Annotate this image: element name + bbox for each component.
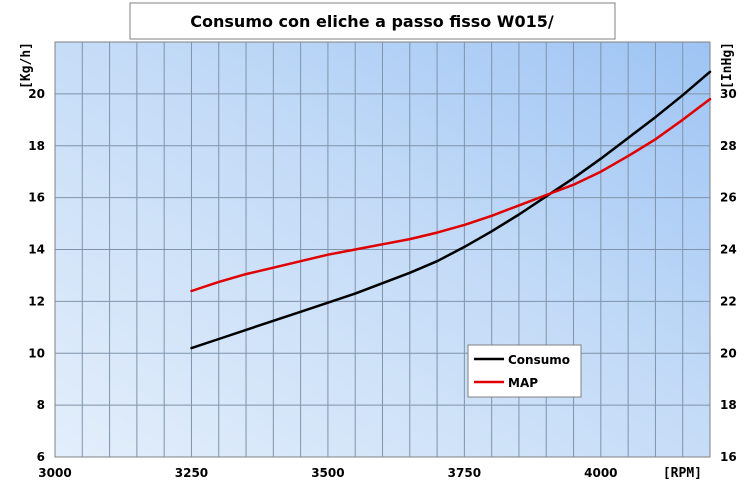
x-tick-label: 3250 xyxy=(175,466,208,480)
left-y-tick-label: 16 xyxy=(28,191,45,205)
left-axis-ticks: 6 8 10 12 14 16 18 20 xyxy=(28,87,45,464)
legend-label-map: MAP xyxy=(508,376,538,390)
right-y-tick-label: 18 xyxy=(720,398,737,412)
series-layer xyxy=(190,70,712,350)
legend-label-consumo: Consumo xyxy=(508,353,570,367)
left-y-tick-label: 6 xyxy=(37,450,45,464)
x-tick-label: 3750 xyxy=(448,466,481,480)
right-axis-label: [InHg] xyxy=(720,42,735,89)
right-y-tick-label: 26 xyxy=(720,191,737,205)
horizontal-gridlines xyxy=(55,93,710,406)
x-tick-label: 4000 xyxy=(584,466,617,480)
left-axis-label: [Kg/h] xyxy=(19,42,34,89)
right-y-tick-label: 16 xyxy=(720,450,737,464)
series-line-consumo xyxy=(190,70,712,350)
right-y-tick-label: 20 xyxy=(720,346,737,360)
right-y-tick-label: 28 xyxy=(720,139,737,153)
left-y-tick-label: 8 xyxy=(37,398,45,412)
right-axis-ticks: 16 18 20 22 24 26 28 30 xyxy=(720,87,737,464)
left-y-tick-label: 10 xyxy=(28,346,45,360)
x-tick-label: 3000 xyxy=(38,466,71,480)
x-tick-label: 3500 xyxy=(311,466,344,480)
left-y-tick-label: 12 xyxy=(28,294,45,308)
legend-box xyxy=(467,344,582,398)
chart-title-box: Consumo con eliche a passo fisso W015/ xyxy=(129,2,616,40)
chart-title: Consumo con eliche a passo fisso W015/ xyxy=(190,12,554,31)
left-y-tick-label: 20 xyxy=(28,87,45,101)
series-line-map xyxy=(190,97,712,293)
right-y-tick-label: 30 xyxy=(720,87,737,101)
right-y-tick-label: 24 xyxy=(720,243,737,257)
x-axis-label: [RPM] xyxy=(663,466,702,481)
right-y-tick-label: 22 xyxy=(720,294,737,308)
left-y-tick-label: 14 xyxy=(28,243,45,257)
legend: Consumo MAP xyxy=(467,344,582,398)
x-axis-ticks: 3000 3250 3500 3750 4000 xyxy=(38,466,617,480)
left-y-tick-label: 18 xyxy=(28,139,45,153)
